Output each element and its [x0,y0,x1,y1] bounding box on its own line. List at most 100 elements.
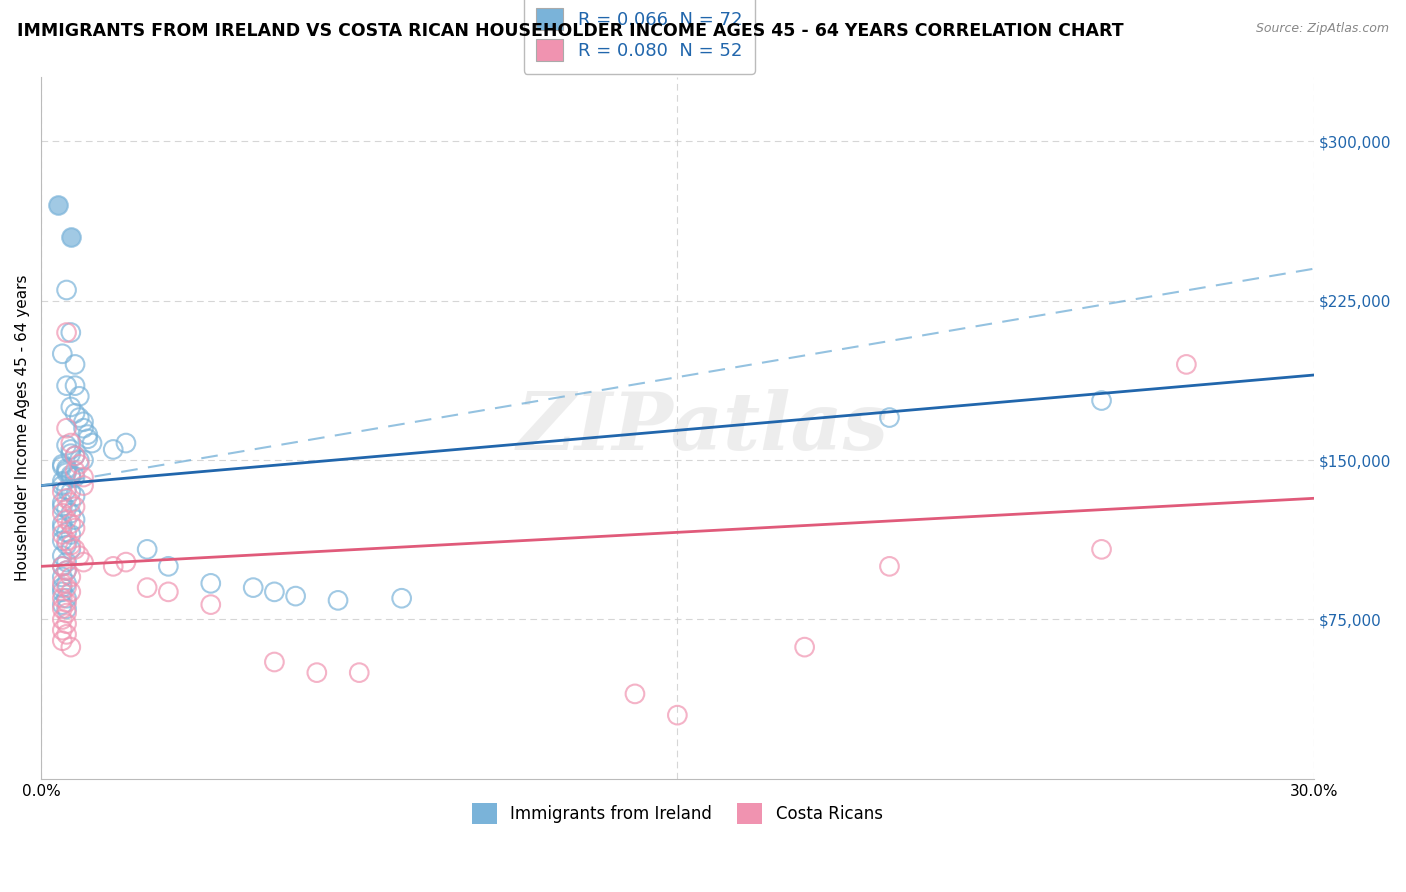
Point [59,326,82,340]
Point [55,533,77,548]
Point [55,576,77,591]
Point [55,483,77,497]
Point [59,436,82,450]
Point [59,585,82,599]
Point [59,447,82,461]
Point [55,606,77,620]
Point [59,538,82,552]
Point [55,461,77,475]
Point [46,198,69,212]
Point [51,633,73,648]
Point [59,570,82,584]
Point [51,475,73,489]
Point [51,533,73,548]
Point [59,527,82,541]
Point [55,555,77,569]
Point [51,500,73,514]
Point [157,559,180,574]
Point [67,410,90,425]
Point [59,506,82,520]
Point [103,442,125,457]
Point [136,581,159,595]
Point [55,564,77,578]
Point [391,591,413,606]
Point [55,466,77,480]
Point [59,495,82,509]
Point [51,521,73,535]
Point [55,378,77,392]
Point [55,283,77,297]
Point [55,464,77,478]
Point [72,470,94,484]
Point [67,458,90,472]
Point [115,555,138,569]
Point [55,438,77,452]
Point [51,485,73,500]
Point [63,521,86,535]
Point [1090,542,1112,557]
Point [63,358,86,372]
Y-axis label: Householder Income Ages 45 - 64 years: Householder Income Ages 45 - 64 years [15,275,30,582]
Point [51,506,73,520]
Point [349,665,371,680]
Point [263,655,285,669]
Point [879,410,901,425]
Text: IMMIGRANTS FROM IRELAND VS COSTA RICAN HOUSEHOLDER INCOME AGES 45 - 64 YEARS COR: IMMIGRANTS FROM IRELAND VS COSTA RICAN H… [17,22,1123,40]
Point [55,581,77,595]
Point [63,470,86,484]
Point [59,640,82,654]
Point [51,602,73,616]
Point [284,589,307,603]
Text: Source: ZipAtlas.com: Source: ZipAtlas.com [1256,22,1389,36]
Point [51,516,73,531]
Point [115,436,138,450]
Point [59,516,82,531]
Point [879,559,901,574]
Point [51,495,73,509]
Point [55,564,77,578]
Point [200,598,222,612]
Point [51,598,73,612]
Point [51,591,73,606]
Point [51,581,73,595]
Point [67,453,90,467]
Point [51,549,73,563]
Point [72,478,94,492]
Point [55,421,77,435]
Point [666,708,689,723]
Point [63,464,86,478]
Point [80,436,103,450]
Point [59,467,82,482]
Point [51,585,73,599]
Point [51,347,73,361]
Point [55,627,77,641]
Point [59,470,82,484]
Point [72,415,94,429]
Point [157,585,180,599]
Point [55,525,77,540]
Point [63,406,86,420]
Point [55,502,77,516]
Point [55,512,77,526]
Point [51,576,73,591]
Point [55,491,77,506]
Point [63,378,86,392]
Point [67,549,90,563]
Point [55,602,77,616]
Point [59,442,82,457]
Point [63,542,86,557]
Point [242,581,264,595]
Point [59,542,82,557]
Point [624,687,647,701]
Point [59,400,82,414]
Point [200,576,222,591]
Point [305,665,328,680]
Point [1090,393,1112,408]
Point [263,585,285,599]
Point [51,459,73,474]
Point [136,542,159,557]
Point [326,593,349,607]
Point [72,453,94,467]
Text: ZIPatlas: ZIPatlas [517,390,889,467]
Point [63,449,86,463]
